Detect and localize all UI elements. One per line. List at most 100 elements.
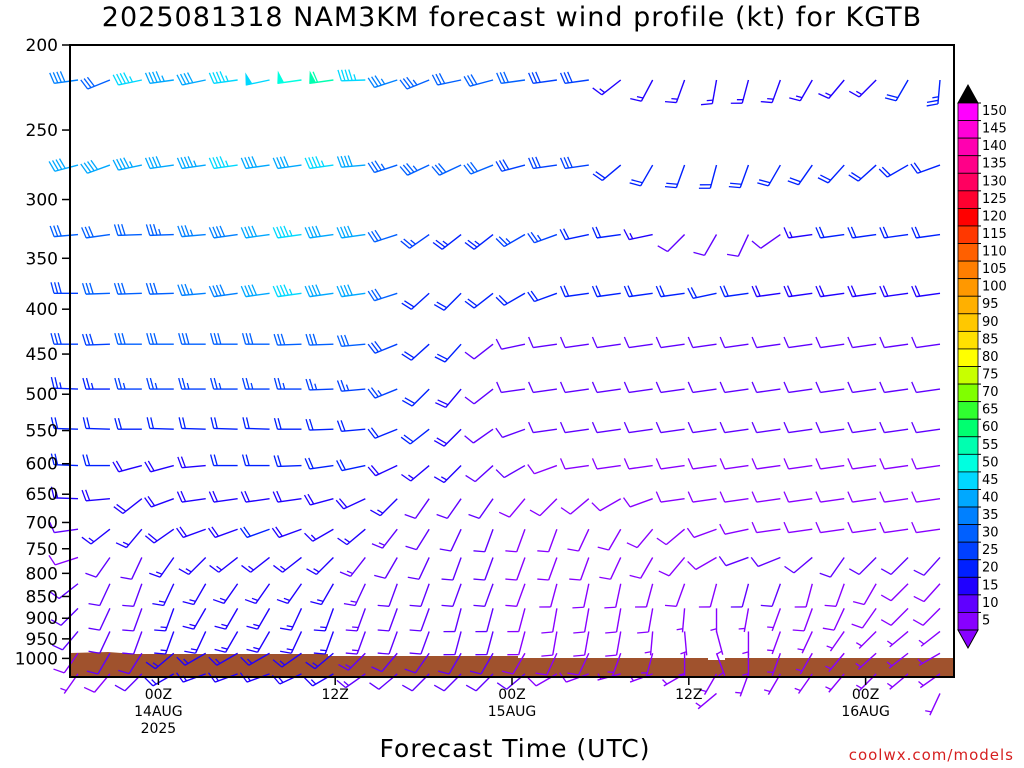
wind-barb [272, 156, 302, 170]
wind-barb [815, 491, 845, 503]
wind-barb [437, 652, 462, 675]
wind-barb [655, 285, 685, 298]
wind-barb [371, 652, 398, 673]
wind-barb [910, 162, 941, 174]
wind-barb [475, 631, 494, 656]
wind-barb [113, 282, 142, 295]
wind-barb [847, 421, 877, 434]
wind-barb [50, 417, 79, 430]
wind-barb [441, 557, 462, 581]
wind-barb [178, 556, 207, 576]
wind-barb [886, 630, 909, 648]
wind-barb [528, 71, 557, 85]
wind-barb [304, 457, 334, 470]
wind-barb [784, 556, 813, 574]
wind-barb [112, 72, 142, 86]
wind-barb [178, 333, 206, 345]
wind-barb [436, 498, 462, 519]
wind-barb [760, 583, 782, 607]
wind-barb [277, 70, 302, 85]
wind-barb [431, 163, 462, 176]
wind-barb [718, 555, 749, 567]
wind-barb [911, 285, 941, 298]
wind-barb [847, 491, 877, 503]
wind-barb [925, 693, 941, 716]
wind-barb [367, 427, 398, 439]
wind-barb [304, 156, 334, 170]
wind-barb [273, 418, 302, 430]
wind-barb [880, 583, 909, 602]
wind-barb [637, 608, 654, 634]
wind-barb [305, 378, 334, 391]
wind-barb [560, 498, 590, 515]
wind-barb [730, 583, 750, 608]
wind-barb [623, 421, 653, 434]
wind-barb [680, 631, 688, 656]
wind-barb [210, 333, 238, 345]
wind-barb [81, 528, 111, 545]
colorbar-label: 120 [982, 209, 1007, 224]
wind-barb [495, 464, 526, 479]
wind-barb [115, 528, 143, 549]
wind-barb [336, 379, 366, 392]
wind-barb [118, 652, 143, 675]
wind-barb [178, 417, 206, 430]
wind-barb [443, 631, 462, 656]
y-tick-label: 200 [26, 36, 58, 56]
wind-barb [473, 583, 494, 607]
wind-barb [911, 226, 941, 239]
x-tick-label: 00Z [498, 687, 525, 703]
wind-barb [573, 631, 590, 657]
wind-barb [401, 465, 430, 482]
colorbar-label: 100 [982, 280, 1007, 295]
wind-barb [623, 458, 653, 470]
wind-barb [751, 491, 781, 503]
wind-barb [607, 653, 622, 677]
wind-barb [719, 523, 749, 535]
wind-barb [879, 336, 909, 349]
colorbar-label: 90 [982, 315, 999, 330]
wind-barb [700, 79, 718, 106]
wind-barb [473, 557, 494, 581]
colorbar-label: 105 [982, 262, 1007, 277]
wind-barb [464, 428, 494, 444]
wind-barb [367, 160, 398, 174]
wind-barb [176, 526, 206, 539]
wind-barb [878, 164, 909, 178]
wind-barb [559, 336, 589, 349]
wind-barb [819, 557, 845, 578]
wind-barb [241, 377, 270, 390]
wind-barb [815, 285, 845, 298]
wind-barb [926, 79, 941, 107]
y-tick-label: 300 [26, 191, 58, 211]
wind-barb [495, 427, 526, 439]
wind-barb [641, 653, 654, 677]
wind-barb [495, 159, 526, 172]
colorbar-swatch [957, 576, 979, 596]
colorbar-top-arrow [957, 83, 979, 104]
wind-barb [767, 608, 782, 632]
wind-barb [88, 583, 111, 607]
wind-barb [623, 381, 653, 394]
colorbar-label: 45 [982, 473, 999, 488]
wind-barb [114, 377, 142, 390]
wind-barb [208, 490, 238, 503]
wind-barb [623, 285, 653, 298]
wind-barb [272, 284, 302, 298]
wind-barb [146, 417, 174, 430]
wind-barb [401, 343, 430, 361]
colorbar-label: 65 [982, 403, 999, 418]
wind-barb [120, 557, 143, 580]
wind-barb [742, 631, 750, 656]
wind-barb [567, 652, 590, 676]
wind-barb [145, 652, 175, 670]
wind-barb [496, 71, 526, 85]
colorbar-swatch [957, 102, 979, 121]
wind-barb [848, 556, 877, 576]
wind-barb [757, 164, 781, 187]
colorbar-swatch [957, 330, 979, 350]
wind-barb [50, 453, 79, 467]
colorbar-swatch [957, 524, 979, 543]
wind-barb [591, 498, 622, 512]
colorbar-label: 130 [982, 174, 1007, 189]
